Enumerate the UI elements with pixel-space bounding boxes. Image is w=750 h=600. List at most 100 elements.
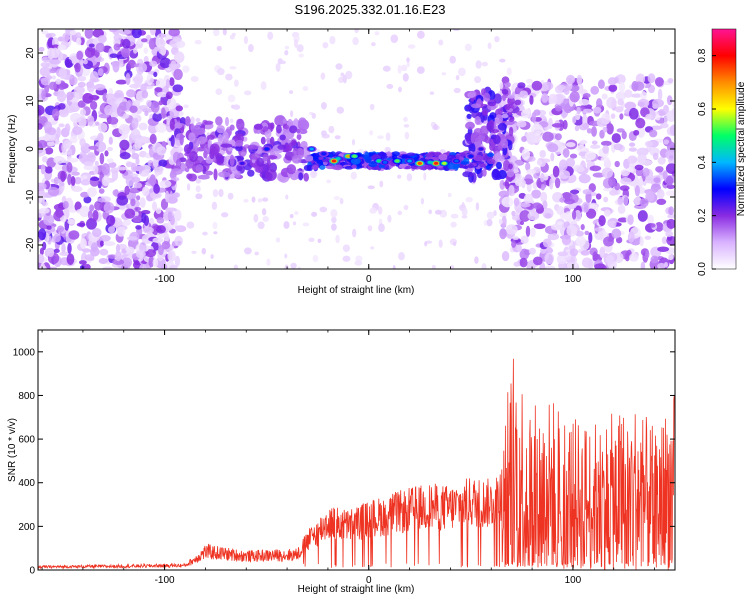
heatmap-cell [542,131,554,142]
x-tick-label: 0 [366,575,372,586]
heatmap-cell [51,108,60,120]
heatmap-cell [335,234,340,244]
heatmap-cell [106,96,117,106]
heatmap-cell [532,256,543,266]
heatmap-cell [559,197,566,203]
heatmap-cell [367,225,373,232]
heatmap-cell [320,101,327,110]
heatmap-cell [98,188,105,194]
heatmap-cell [38,46,45,52]
heatmap-cell [565,157,576,168]
y-tick-label: 20 [25,47,36,59]
heatmap-cell [449,55,456,64]
heatmap-cell [121,48,130,58]
heatmap-cell [633,81,645,91]
heatmap-cell [79,108,87,117]
heatmap-cell [106,214,116,227]
heatmap-cell [584,151,596,161]
heatmap-cell [286,164,297,175]
heatmap-cell [582,189,593,195]
heatmap-cell [88,145,99,150]
heatmap-cell [420,197,425,205]
heatmap-cell [536,159,543,166]
heatmap-cell [107,146,114,152]
heatmap-cell [554,177,561,189]
heatmap-cell [175,158,182,169]
heatmap-cell [67,219,76,225]
heatmap-cell [135,195,141,201]
heatmap-cell [395,159,400,163]
heatmap-cell [161,241,171,250]
heatmap-cell [41,30,49,35]
heatmap-cell [483,92,491,102]
heatmap-cell [113,33,122,42]
y-tick-label: 600 [18,435,35,446]
heatmap-cell [152,237,164,243]
heatmap-cell [69,30,77,36]
heatmap-cell [614,182,621,191]
heatmap-cell [134,75,142,87]
colorbar-axes: 0.0 0.2 0.4 0.6 0.8 [697,48,716,276]
heatmap-cell [102,266,113,269]
heatmap-cell [38,140,48,149]
heatmap-cell [504,103,511,111]
heatmap-cell [571,116,577,124]
heatmap-cell [599,246,606,259]
heatmap-cell [90,242,98,253]
heatmap-cell [213,231,218,235]
heatmap-cell [386,84,394,89]
heatmap-cell [320,72,326,80]
heatmap-cell [520,235,529,244]
heatmap-cell [468,154,473,158]
heatmap-cell [108,29,118,33]
heatmap-cell [616,128,625,133]
heatmap-cell [478,147,484,151]
heatmap-cell [346,154,351,158]
heatmap-cell [606,96,617,109]
heatmap-cell [95,42,105,53]
heatmap-cell [582,93,591,99]
heatmap-cell [522,108,532,115]
heatmap-cell [275,62,281,72]
heatmap-cell [637,210,648,222]
heatmap-cell [195,193,203,200]
heatmap-cell [525,162,531,171]
heatmap-cell [617,204,626,214]
heatmap-cell [508,185,515,197]
heatmap-cell [39,195,46,203]
heatmap-cell [611,141,616,153]
y-tick-label: 0 [25,146,36,152]
heatmap-cell [119,152,131,160]
heatmap-cell [672,101,675,108]
heatmap-cell [119,29,132,35]
heatmap-cell [304,155,314,162]
heatmap-cell [317,156,324,160]
heatmap-cell [174,235,183,247]
heatmap-cell [618,81,626,93]
heatmap-cell [183,144,192,154]
heatmap-cell [216,154,225,165]
heatmap-cell [501,215,507,227]
heatmap-cell [144,249,157,258]
heatmap-cell [131,29,142,39]
heatmap-cell [561,234,572,246]
heatmap-cell [587,258,594,269]
heatmap-cell [112,60,120,73]
heatmap-cell [169,215,175,226]
heatmap-cell [333,196,341,201]
heatmap-cell [280,60,286,65]
heatmap-cell [103,241,116,247]
heatmap-cell [506,169,515,178]
heatmap-cell [330,209,338,218]
heatmap-cell [369,103,375,111]
heatmap-cell [589,165,602,172]
heatmap-cell [290,262,297,269]
heatmap-cell [649,129,658,138]
heatmap-cell [43,213,55,226]
heatmap-cell [62,144,71,150]
heatmap-cell [486,120,494,132]
heatmap-cell [494,152,502,162]
heatmap-cell [542,238,552,248]
colorbar-tick-label: 0.8 [697,48,708,62]
heatmap-cell [501,88,509,95]
